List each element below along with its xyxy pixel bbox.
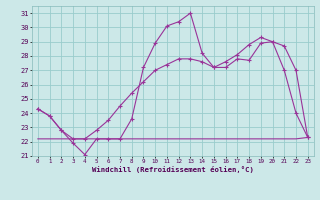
X-axis label: Windchill (Refroidissement éolien,°C): Windchill (Refroidissement éolien,°C) [92,166,254,173]
